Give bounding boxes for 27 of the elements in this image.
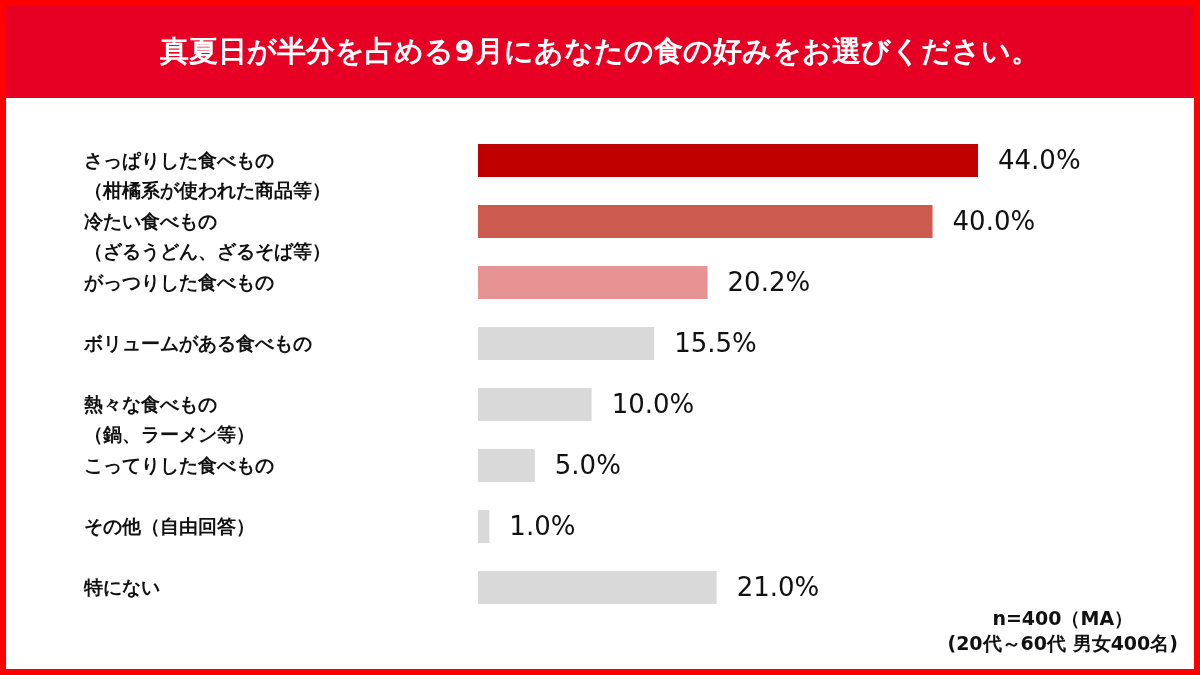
- y-tick-label: さっぱりした食べもの（柑橘系が使われた商品等）: [83, 148, 331, 201]
- data-label: 40.0%: [952, 205, 1036, 236]
- bar: [478, 571, 717, 604]
- bar: [478, 510, 490, 543]
- bar: [478, 388, 592, 421]
- bar: [478, 144, 978, 177]
- y-tick-label: ボリュームがある食べもの: [82, 331, 312, 354]
- y-tick-label: 冷たい食べもの（ざるうどん、ざるそば等）: [83, 209, 331, 263]
- text: n=400（MA）: [991, 605, 1135, 631]
- data-label: 1.0%: [509, 510, 576, 541]
- y-tick-label: 特にない: [82, 575, 160, 598]
- text: (20代～60代 男女400名): [947, 631, 1178, 657]
- y-tick-label: 熱々な食べもの（鍋、ラーメン等）: [82, 392, 255, 445]
- data-label: 10.0%: [611, 388, 695, 419]
- bar: [478, 449, 535, 482]
- data-label: 44.0%: [998, 144, 1081, 175]
- data-label: 5.0%: [554, 449, 621, 480]
- bar: [478, 266, 708, 299]
- bar: [478, 205, 933, 238]
- y-tick-label: こってりした食べもの: [83, 453, 274, 476]
- data-label: 21.0%: [736, 571, 820, 602]
- y-tick-label: がっつりした食べもの: [82, 270, 274, 293]
- y-tick-label: その他（自由回答）: [83, 514, 255, 537]
- chart-title: 真夏日が半分を占める9月にあなたの食の好みをお選びください。: [6, 6, 1194, 98]
- data-label: 20.2%: [727, 266, 811, 297]
- data-label: 15.5%: [674, 327, 757, 358]
- bar: [478, 327, 655, 360]
